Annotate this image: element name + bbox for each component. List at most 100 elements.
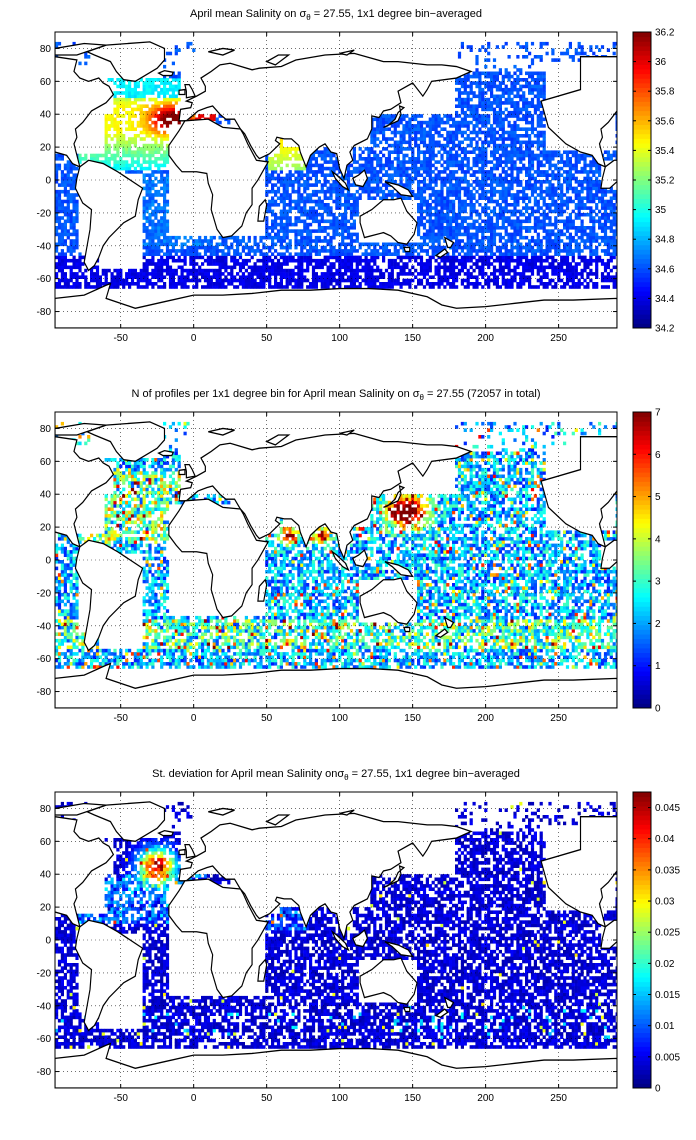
title-subscript: θ: [344, 773, 349, 782]
title-subscript: θ: [420, 393, 425, 402]
colorbar-segment: [633, 55, 651, 61]
colorbar-segment: [633, 694, 651, 700]
colorbar-tick-label: 0.01: [655, 1021, 675, 1032]
colorbar-segment: [633, 1051, 651, 1057]
colorbar-segment: [633, 156, 651, 162]
colorbar-segment: [633, 986, 651, 992]
colorbar-segment: [633, 647, 651, 653]
colorbar-segment: [633, 1046, 651, 1052]
title-text: N of profiles per 1x1 degree bin for Apr…: [131, 388, 412, 400]
y-tick-label: 20: [40, 523, 52, 534]
colorbar-segment: [633, 490, 651, 496]
colorbar-segment: [633, 684, 651, 690]
colorbar-tick-label: 34.6: [655, 264, 675, 275]
y-tick-label: 20: [40, 903, 52, 914]
colorbar-segment: [633, 458, 651, 464]
colorbar-segment: [633, 810, 651, 816]
x-tick-label: 200: [477, 1093, 494, 1104]
colorbar-segment: [633, 87, 651, 93]
colorbar-segment: [633, 119, 651, 125]
colorbar-segment: [633, 263, 651, 269]
colorbar-tick-label: 3: [655, 577, 661, 588]
colorbar-tick-label: 35.2: [655, 176, 675, 187]
colorbar-segment: [633, 509, 651, 515]
colorbar-segment: [633, 32, 651, 38]
colorbar-tick-label: 0.035: [655, 865, 680, 876]
colorbar-segment: [633, 875, 651, 881]
colorbar-segment: [633, 990, 651, 996]
colorbar-segment: [633, 439, 651, 445]
colorbar-segment: [633, 1074, 651, 1080]
colorbar-segment: [633, 175, 651, 181]
colorbar-tick-label: 0.04: [655, 834, 675, 845]
colorbar-tick-label: 0.005: [655, 1052, 680, 1063]
colorbar-segment: [633, 138, 651, 144]
colorbar-segment: [633, 64, 651, 70]
colorbar-tick-label: 0.025: [655, 928, 680, 939]
y-tick-label: 60: [40, 77, 52, 88]
colorbar-segment: [633, 1009, 651, 1015]
colorbar-segment: [633, 96, 651, 102]
colorbar-segment: [633, 45, 651, 51]
colorbar-segment: [633, 829, 651, 835]
colorbar-segment: [633, 856, 651, 862]
colorbar-segment: [633, 560, 651, 566]
colorbar-segment: [633, 504, 651, 510]
colorbar-segment: [633, 666, 651, 672]
colorbar-segment: [633, 124, 651, 130]
colorbar-segment: [633, 235, 651, 241]
y-tick-label: 40: [40, 110, 52, 121]
colorbar-segment: [633, 184, 651, 190]
colorbar-segment: [633, 824, 651, 830]
colorbar-segment: [633, 291, 651, 297]
map-area: [55, 32, 617, 328]
colorbar-segment: [633, 935, 651, 941]
colorbar-segment: [633, 680, 651, 686]
x-tick-label: 0: [191, 333, 197, 344]
title-sigma: σ: [337, 768, 344, 780]
colorbar-segment: [633, 106, 651, 112]
y-tick-label: -20: [37, 588, 52, 599]
title-text-rest: = 27.55, 1x1 degree bin−averaged: [311, 8, 482, 20]
colorbar-segment: [633, 309, 651, 315]
colorbar-segment: [633, 884, 651, 890]
y-tick-label: 60: [40, 837, 52, 848]
colorbar-segment: [633, 949, 651, 955]
colorbar-segment: [633, 889, 651, 895]
panel-title: N of profiles per 1x1 degree bin for Apr…: [131, 388, 540, 402]
colorbar-segment: [633, 967, 651, 973]
colorbar-segment: [633, 1014, 651, 1020]
y-tick-label: 80: [40, 804, 52, 815]
colorbar-segment: [633, 926, 651, 932]
map-panel-2: N of profiles per 1x1 degree bin for Apr…: [37, 388, 661, 724]
colorbar-segment: [633, 36, 651, 42]
colorbar-segment: [633, 657, 651, 663]
colorbar-segment: [633, 629, 651, 635]
x-tick-label: 250: [550, 1093, 567, 1104]
x-tick-label: 150: [404, 333, 421, 344]
colorbar-segment: [633, 1027, 651, 1033]
colorbar-segment: [633, 170, 651, 176]
colorbar-segment: [633, 564, 651, 570]
colorbar-tick-label: 0.015: [655, 990, 680, 1001]
x-tick-label: -50: [113, 333, 128, 344]
colorbar-segment: [633, 620, 651, 626]
colorbar-segment: [633, 499, 651, 505]
colorbar-segment: [633, 907, 651, 913]
colorbar-segment: [633, 1041, 651, 1047]
colorbar-segment: [633, 689, 651, 695]
colorbar-segment: [633, 78, 651, 84]
colorbar-segment: [633, 193, 651, 199]
x-tick-label: 0: [191, 1093, 197, 1104]
colorbar-segment: [633, 792, 651, 798]
y-tick-label: -80: [37, 307, 52, 318]
colorbar-segment: [633, 940, 651, 946]
colorbar-segment: [633, 1064, 651, 1070]
y-tick-label: 80: [40, 424, 52, 435]
colorbar-segment: [633, 1078, 651, 1084]
colorbar-tick-label: 34.2: [655, 324, 675, 335]
x-tick-label: 100: [331, 713, 348, 724]
y-tick-label: -40: [37, 1001, 52, 1012]
x-tick-label: 50: [261, 333, 273, 344]
